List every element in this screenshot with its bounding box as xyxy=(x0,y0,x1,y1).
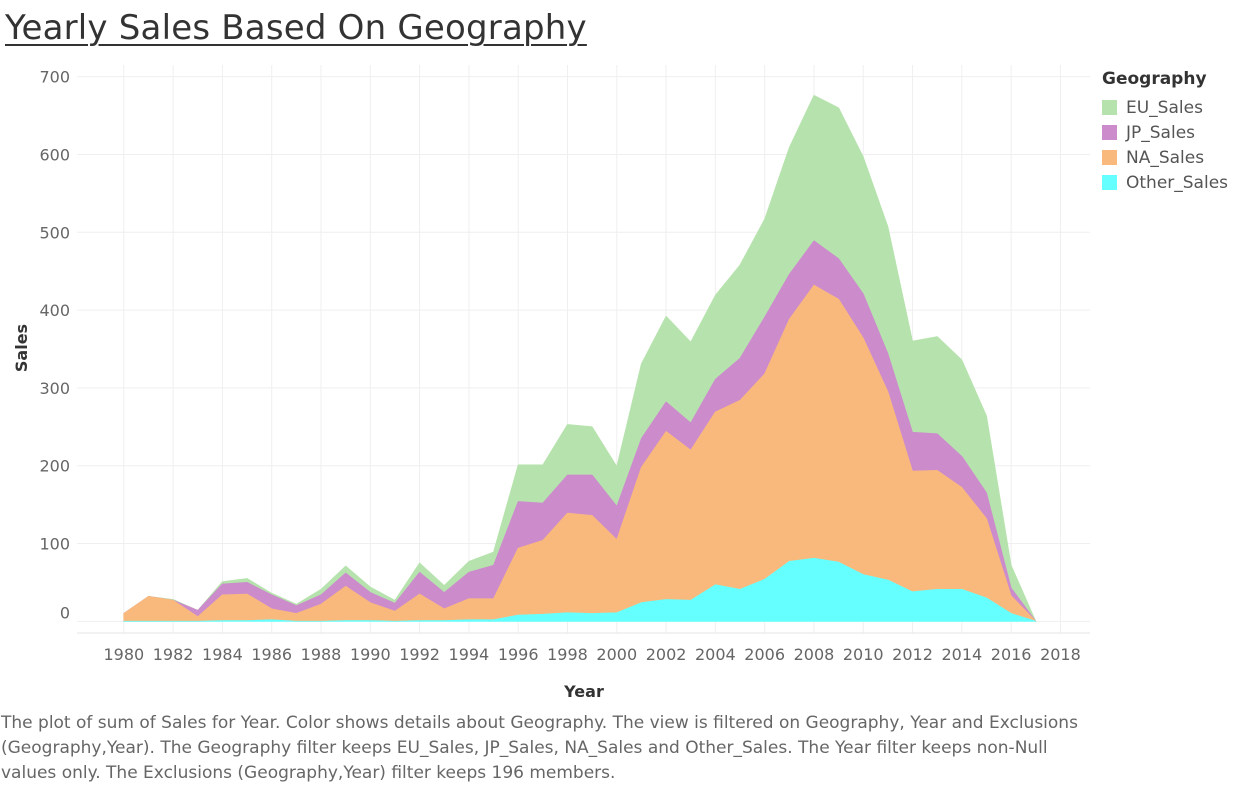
y-axis-ticks: 0 100 200 300 400 500 600 700 xyxy=(39,68,70,623)
y-tick-label: 300 xyxy=(39,379,70,398)
y-axis-label: Sales xyxy=(12,324,31,372)
legend-item-na-sales[interactable]: NA_Sales xyxy=(1102,145,1228,170)
x-tick-label: 1980 xyxy=(103,645,144,664)
y-tick-label: 700 xyxy=(39,68,70,87)
y-tick-label: 0 xyxy=(60,603,70,622)
legend-label: JP_Sales xyxy=(1126,122,1196,143)
legend-item-other-sales[interactable]: Other_Sales xyxy=(1102,170,1228,195)
legend-swatch xyxy=(1102,175,1117,190)
x-tick-label: 2014 xyxy=(941,645,982,664)
legend-swatch xyxy=(1102,150,1117,165)
legend: Geography EU_Sales JP_Sales NA_Sales Other_… xyxy=(1102,69,1228,195)
y-tick-label: 400 xyxy=(39,301,70,320)
y-tick-label: 600 xyxy=(39,145,70,164)
x-tick-label: 2010 xyxy=(843,645,884,664)
x-tick-label: 1992 xyxy=(399,645,440,664)
x-tick-label: 1982 xyxy=(153,645,194,664)
x-tick-label: 1994 xyxy=(449,645,490,664)
x-tick-label: 2004 xyxy=(695,645,736,664)
area-series xyxy=(123,94,1037,622)
legend-label: EU_Sales xyxy=(1126,97,1203,118)
x-tick-label: 2006 xyxy=(744,645,785,664)
page-title: Yearly Sales Based On Geography xyxy=(5,8,587,48)
y-tick-label: 100 xyxy=(39,535,70,554)
x-tick-label: 1998 xyxy=(547,645,588,664)
legend-label: NA_Sales xyxy=(1126,147,1205,168)
x-tick-label: 2016 xyxy=(991,645,1032,664)
legend-item-jp-sales[interactable]: JP_Sales xyxy=(1102,120,1228,145)
x-tick-label: 1996 xyxy=(498,645,539,664)
x-tick-label: 2012 xyxy=(892,645,933,664)
x-tick-label: 1988 xyxy=(301,645,342,664)
x-tick-label: 1990 xyxy=(350,645,391,664)
y-tick-label: 200 xyxy=(39,457,70,476)
x-tick-label: 2018 xyxy=(1040,645,1081,664)
legend-swatch xyxy=(1102,100,1117,115)
x-tick-label: 1984 xyxy=(202,645,243,664)
x-tick-label: 1986 xyxy=(251,645,292,664)
x-axis-ticks: 1980 1982 1984 1986 1988 1990 1992 1994 1996 1998… xyxy=(103,645,1080,664)
x-axis-label: Year xyxy=(563,682,604,700)
y-tick-label: 500 xyxy=(39,223,70,242)
legend-items: EU_Sales JP_Sales NA_Sales Other_Sales xyxy=(1102,95,1228,195)
legend-title: Geography xyxy=(1102,69,1207,89)
x-tick-label: 2002 xyxy=(646,645,687,664)
legend-label: Other_Sales xyxy=(1126,172,1229,193)
legend-item-eu-sales[interactable]: EU_Sales xyxy=(1102,95,1228,120)
x-tick-label: 2000 xyxy=(596,645,637,664)
chart-caption: The plot of sum of Sales for Year. Color… xyxy=(1,713,1078,783)
area-other-sales[interactable] xyxy=(123,557,1037,622)
x-tick-label: 2008 xyxy=(794,645,835,664)
legend-swatch xyxy=(1102,125,1117,140)
